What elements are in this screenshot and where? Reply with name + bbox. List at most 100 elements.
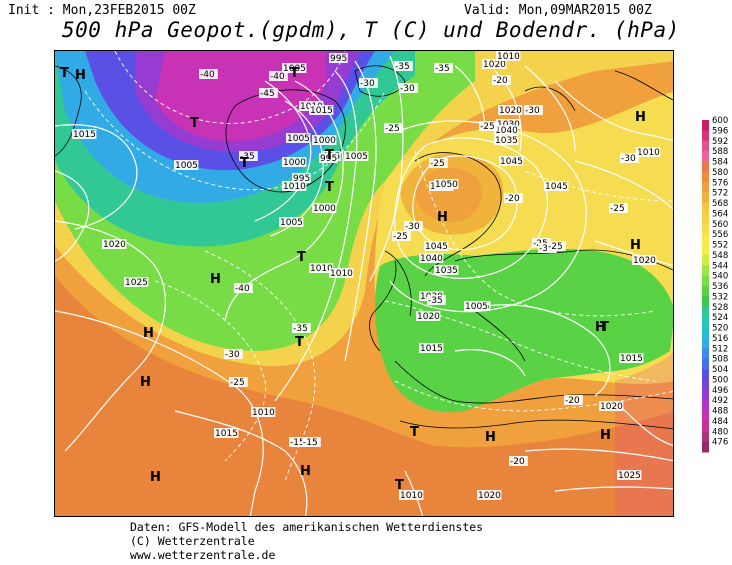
isobar-label-bg [434,179,459,189]
isotherm-label-bg [199,69,218,79]
legend-swatch [702,275,709,287]
isobar-label-bg [292,173,311,183]
legend-swatch [702,192,709,204]
legend-swatch [702,151,709,162]
isotherm-label: -25 [393,232,408,242]
isobar-label: 1010 [400,491,423,501]
isobar-label-bg [399,490,424,500]
legend-swatch [702,182,709,194]
low-pressure-label: T [295,335,304,350]
legend-swatch [702,254,709,266]
isotherm-label: -20 [510,457,525,467]
isobar-label-bg [494,125,519,135]
high-pressure-label: H [150,470,161,485]
isobar-label-bg [319,153,338,163]
isotherm-label-bg [620,153,639,163]
isobar-label-bg [312,135,337,145]
legend-tick-label: 484 [712,417,728,427]
isotherm-label: -40 [200,70,215,80]
isobar-label-bg [482,59,507,69]
map-svg: 9951005101010151005100099510009951015102… [55,51,673,516]
isotherm-label-bg [384,123,403,133]
legend-tick-label: 596 [712,126,728,136]
isobar-label: 995 [293,174,310,184]
isobar-label: 1020 [600,402,623,412]
isobar-label-bg [477,490,502,500]
high-pressure-label: H [210,272,221,287]
isobar-label-bg [416,311,441,321]
legend-swatch [702,120,709,131]
low-pressure-label: T [600,320,609,335]
low-pressure-label: T [60,66,69,81]
footer-copyright: (C) Wetterzentrale [130,534,255,548]
legend-swatch [702,369,709,380]
low-pressure-label: T [240,156,249,171]
legend-tick-label: 552 [712,241,728,251]
isotherm-label-bg [224,349,243,359]
isotherm-label-bg [302,437,321,447]
isotherm-label-bg [234,283,253,293]
isobar-label: 1005 [283,64,306,74]
isobar-label: 1020 [633,256,656,266]
isobar-label-bg [496,119,521,129]
isotherm-label-bg [564,395,583,405]
isotherm-label: -35 [395,62,410,72]
isotherm-label-bg [524,105,543,115]
isotherm-label-bg [504,193,523,203]
legend-tick-label: 532 [712,292,728,302]
legend-swatch [702,400,709,411]
isotherm-label-bg [509,456,528,466]
isotherm-label: -15 [290,438,305,448]
color-legend: 600 596 592 588 584 580 576 572 568 564 560 556 552 5… [700,116,732,456]
legend-tick-label: 516 [712,334,728,344]
low-pressure-label: T [190,116,199,131]
isobar-label-bg [329,53,348,63]
isobar-label-bg [424,241,449,251]
legend-swatch [702,203,709,214]
isobar-label-bg [498,105,523,115]
legend-tick-label: 528 [712,303,728,313]
isotherm-label-bg [547,241,566,251]
isobar-label: 1010 [252,408,275,418]
isotherm-label: -15 [303,438,318,448]
footer: Daten: GFS-Modell des amerikanischen Wet… [130,520,483,562]
isobar-label: 1005 [465,302,488,312]
isobar-label: 1010 [283,182,306,192]
isobar-label-bg [282,157,307,167]
low-pressure-label: T [297,250,306,265]
isobar-label: 1020 [103,240,126,250]
legend-tick-label: 588 [712,147,728,157]
init-time: Init : Mon,23FEB2015 00Z [8,3,196,18]
legend-swatch [702,286,709,297]
isobar-label-bg [464,301,489,311]
isobar-label-bg [599,401,624,411]
isotherm-label-bg [259,88,278,98]
footer-url: www.wetterzentrale.de [130,548,276,562]
isobar-label-bg [214,428,239,438]
legend-tick-label: 536 [712,282,728,292]
isobar-label: 1045 [545,182,568,192]
legend-swatch [702,306,709,318]
isobar-label-bg [174,160,199,170]
legend-tick-label: 564 [712,209,728,219]
fill-green-east [375,248,673,413]
isotherm-label: -30 [225,350,240,360]
legend-swatch [702,265,709,277]
isobar-label-bg [632,255,657,265]
isobar-label: 1045 [500,157,523,167]
isotherm-label-bg [392,231,411,241]
isotherm-label: -25 [230,378,245,388]
legend-tick-label: 496 [712,386,728,396]
isotherm-label: -30 [539,244,554,254]
isobar-label: 1005 [280,218,303,228]
footer-source: Daten: GFS-Modell des amerikanischen Wet… [130,520,484,534]
color-legend-svg: 6005965925885845805765725685645605565525… [702,116,728,453]
legend-swatch [702,140,709,152]
isobar-label: 1035 [435,266,458,276]
isobar-label: 1025 [618,471,641,481]
isotherm-label-bg [269,71,288,81]
isotherm-label: -30 [621,154,636,164]
high-pressure-label: H [595,320,606,335]
legend-tick-label: 568 [712,199,728,209]
isotherm-label: -35 [293,324,308,334]
